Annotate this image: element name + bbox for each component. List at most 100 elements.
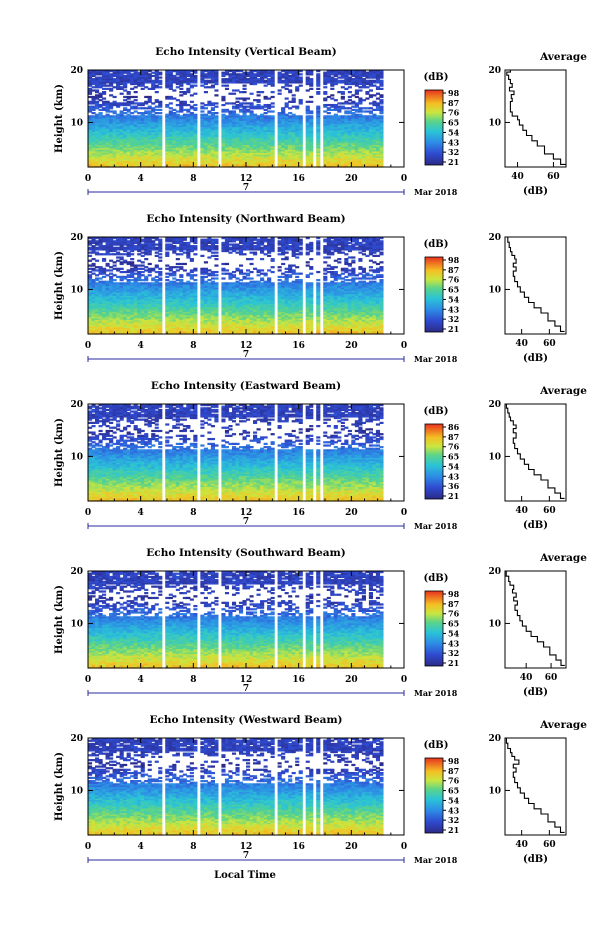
heatmap-cell (190, 106, 194, 108)
heatmap-cell (151, 102, 155, 104)
heatmap-cell (271, 110, 275, 112)
heatmap-cell (88, 260, 92, 262)
heatmap-cell (95, 89, 99, 91)
heatmap-cell (281, 107, 285, 109)
heatmap-cell (137, 115, 141, 117)
heatmap-cell (379, 106, 383, 108)
heatmap-cell (193, 114, 197, 116)
heatmap-cell (281, 73, 285, 75)
heatmap-cell (127, 269, 131, 271)
heatmap-cell (155, 91, 159, 93)
heatmap-cell (285, 97, 289, 99)
heatmap-cell (376, 86, 380, 88)
heatmap-cell (113, 261, 117, 263)
heatmap-cell (123, 96, 127, 98)
heatmap-cells (88, 70, 384, 168)
heatmap-cell (309, 88, 313, 90)
heatmap-cell (113, 101, 117, 103)
heatmap-cell (193, 104, 197, 106)
heatmap-cell (379, 88, 383, 90)
heatmap-cell (158, 277, 162, 279)
heatmap-cell (200, 114, 204, 116)
heatmap-cell (134, 91, 138, 93)
heatmap-cell (109, 73, 113, 75)
heatmap-cell (179, 263, 183, 265)
colorbar-unit: (dB) (424, 72, 449, 83)
heatmap-cell (239, 91, 243, 93)
heatmap-cell (99, 277, 103, 279)
heatmap-cell (151, 107, 155, 109)
heatmap-cell (309, 101, 313, 103)
heatmap-cell (267, 104, 271, 106)
heatmap-cell (109, 88, 113, 90)
y-tick-label: 10 (70, 118, 83, 128)
heatmap-cell (116, 260, 120, 262)
heatmap-cell (267, 115, 271, 117)
heatmap-cell (355, 89, 359, 91)
panel-title: Echo Intensity (Northward Beam) (146, 213, 345, 225)
heatmap-cell (176, 110, 180, 112)
x-tick-label: 8 (190, 174, 196, 184)
colorbar (425, 90, 443, 165)
heatmap-cell (176, 263, 180, 265)
heatmap-cell (264, 96, 268, 98)
heatmap-cell (260, 114, 264, 116)
heatmap-cell (88, 247, 92, 249)
heatmap-cell (88, 268, 92, 270)
heatmap-cell (278, 112, 282, 114)
heatmap-cell (351, 112, 355, 114)
heatmap-cell (134, 277, 138, 279)
heatmap-cell (246, 72, 250, 74)
heatmap-cell (120, 268, 124, 270)
heatmap-cell (183, 101, 187, 103)
heatmap-cell (288, 107, 292, 109)
heatmap-cell (242, 102, 246, 104)
heatmap-cell (355, 109, 359, 111)
heatmap-cell (295, 115, 299, 117)
heatmap-cell (183, 252, 187, 254)
heatmap-cell (127, 261, 131, 263)
heatmap-cell (337, 91, 341, 93)
heatmap-cell (169, 273, 173, 275)
heatmap-cell (95, 269, 99, 271)
heatmap-cell (172, 89, 176, 91)
heatmap-cell (246, 106, 250, 108)
heatmap-cell (109, 115, 113, 117)
heatmap-cell (232, 89, 236, 91)
heatmap-cell (137, 268, 141, 270)
heatmap-cell (372, 114, 376, 116)
heatmap-cell (109, 253, 113, 255)
heatmap-cell (214, 115, 218, 117)
heatmap-cell (179, 94, 183, 96)
heatmap-cell (172, 277, 176, 279)
heatmap-cells (88, 237, 384, 335)
heatmap-cell (123, 282, 127, 284)
heatmap-cell (327, 112, 331, 114)
heatmap-cell (99, 99, 103, 101)
heatmap-cell (228, 110, 232, 112)
heatmap-cell (365, 107, 369, 109)
heatmap-cell (316, 91, 320, 93)
heatmap-cell (176, 99, 180, 101)
heatmap-cell (116, 102, 120, 104)
heatmap-cell (204, 86, 208, 88)
heatmap-cell (288, 85, 292, 87)
heatmap-cell (99, 109, 103, 111)
heatmap-cell (148, 282, 152, 284)
heatmap-cell (113, 110, 117, 112)
heatmap-cell (299, 99, 303, 101)
heatmap-cell (88, 115, 92, 117)
heatmap-cell (278, 89, 282, 91)
heatmap-cell (134, 245, 138, 247)
heatmap-cell (306, 106, 310, 108)
heatmap-cell (186, 109, 190, 111)
heatmap-cell (271, 91, 275, 93)
profile-y-tick-label: 10 (488, 118, 501, 128)
heatmap-cell (362, 110, 366, 112)
heatmap-cell (179, 115, 183, 117)
heatmap-cell (271, 115, 275, 117)
heatmap-cell (176, 282, 180, 284)
heatmap-cell (179, 279, 183, 281)
heatmap-cell (127, 274, 131, 276)
